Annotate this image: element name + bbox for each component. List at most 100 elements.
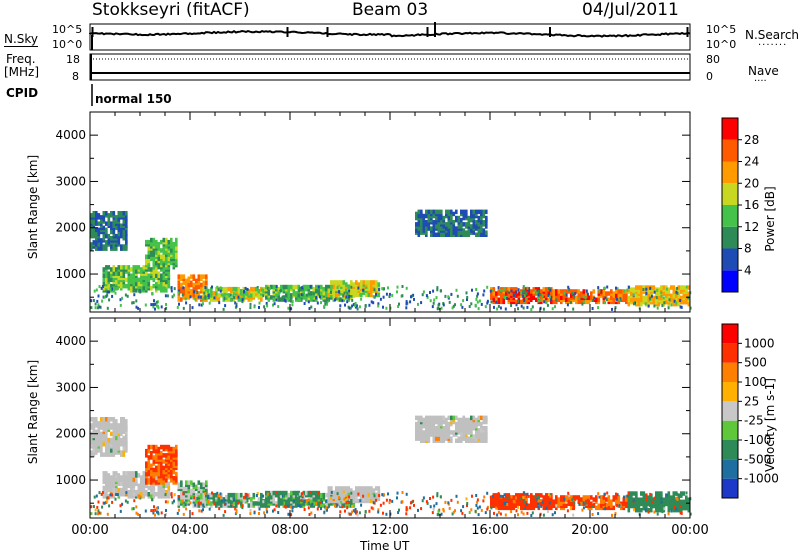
vel-cell <box>145 478 148 483</box>
power-cell <box>445 226 448 231</box>
vel-cell <box>95 437 98 443</box>
vel-speck <box>90 505 93 509</box>
vel-cell <box>270 490 273 496</box>
power-speck <box>626 288 629 292</box>
power-speck <box>308 292 310 296</box>
vel-speck <box>246 499 249 503</box>
power-cell <box>270 284 273 290</box>
vel-cell <box>177 482 181 487</box>
power-cell <box>647 289 651 294</box>
vel-speck <box>591 513 594 516</box>
power-cell <box>482 209 486 215</box>
vel-cell <box>200 482 203 487</box>
power-speck <box>429 291 431 294</box>
vel-cell <box>520 501 523 506</box>
vel-cell <box>172 469 176 475</box>
vel-speck <box>503 493 506 497</box>
vel-cell <box>445 423 448 429</box>
power-speck <box>437 303 440 307</box>
power-speck <box>244 286 247 290</box>
vel-speck <box>348 512 351 516</box>
power-cell <box>107 286 111 291</box>
vel-cell <box>295 490 298 496</box>
vel-cell <box>437 415 441 421</box>
vel-cell <box>122 435 126 441</box>
vel-cell <box>187 480 191 485</box>
power-ytick-label: 1000 <box>55 267 86 281</box>
freq-tick-top: 18 <box>66 53 80 66</box>
vel-cell <box>425 428 428 433</box>
power-speck <box>310 305 313 309</box>
power-speck <box>265 302 268 305</box>
power-speck <box>262 288 265 292</box>
vel-speck <box>396 496 398 500</box>
power-speck <box>447 295 450 299</box>
vel-cell <box>117 487 121 493</box>
vel-speck <box>275 491 278 495</box>
power-cell <box>580 291 583 296</box>
vel-speck <box>133 499 136 503</box>
vel-speck <box>325 503 328 507</box>
power-speck <box>290 299 292 303</box>
power-cell <box>165 288 168 293</box>
power-cell <box>455 232 458 237</box>
power-cell <box>202 286 206 292</box>
vel-cell <box>660 503 663 509</box>
power-cell <box>352 288 356 293</box>
power-speck <box>597 306 600 310</box>
vel-speck <box>284 505 287 509</box>
vel-speck <box>377 508 380 512</box>
power-cell <box>162 288 166 293</box>
vel-speck <box>196 497 199 500</box>
vel-cell <box>192 503 196 508</box>
vel-speck <box>97 509 100 513</box>
vel-cell <box>190 488 193 494</box>
vel-cell <box>505 505 508 511</box>
power-cell <box>370 288 373 293</box>
vel-speck <box>549 494 552 498</box>
power-speck <box>346 300 349 304</box>
power-cell <box>547 297 551 302</box>
vel-cell <box>205 492 208 498</box>
vel-speck <box>346 497 349 501</box>
vel-speck <box>522 500 525 504</box>
vel-cell <box>195 484 198 490</box>
vel-speck <box>656 512 659 516</box>
power-speck <box>133 286 135 290</box>
vel-cell <box>157 455 161 460</box>
power-cell <box>642 285 646 290</box>
vel-speck <box>96 505 99 509</box>
power-cell <box>90 213 93 218</box>
power-cell <box>322 286 326 292</box>
vel-cell <box>122 452 126 457</box>
power-cell <box>165 283 168 289</box>
power-speck <box>94 302 97 306</box>
vel-speck <box>262 500 265 504</box>
vel-speck <box>308 498 310 502</box>
power-speck <box>382 295 385 299</box>
power-cell <box>92 227 96 233</box>
vel-cell <box>420 415 423 421</box>
power-speck <box>302 296 305 300</box>
vel-speck <box>298 492 301 496</box>
power-speck <box>541 294 544 298</box>
power-speck <box>204 296 207 300</box>
vel-speck <box>566 509 569 513</box>
vel-speck <box>585 495 588 499</box>
power-speck <box>324 302 327 306</box>
vel-speck <box>156 510 159 514</box>
vel-speck <box>249 512 252 516</box>
power-cell <box>292 289 296 294</box>
power-cell <box>242 286 246 292</box>
vel-cell <box>330 486 333 491</box>
power-cell <box>115 215 118 220</box>
vel-cell <box>247 503 251 508</box>
vel-speck <box>499 494 502 498</box>
power-cell <box>417 220 421 225</box>
power-speck <box>330 284 333 288</box>
power-speck <box>653 290 656 294</box>
vel-speck <box>582 506 585 510</box>
power-cell <box>277 286 281 292</box>
vel-cell <box>635 491 638 496</box>
vel-cell <box>152 459 156 464</box>
